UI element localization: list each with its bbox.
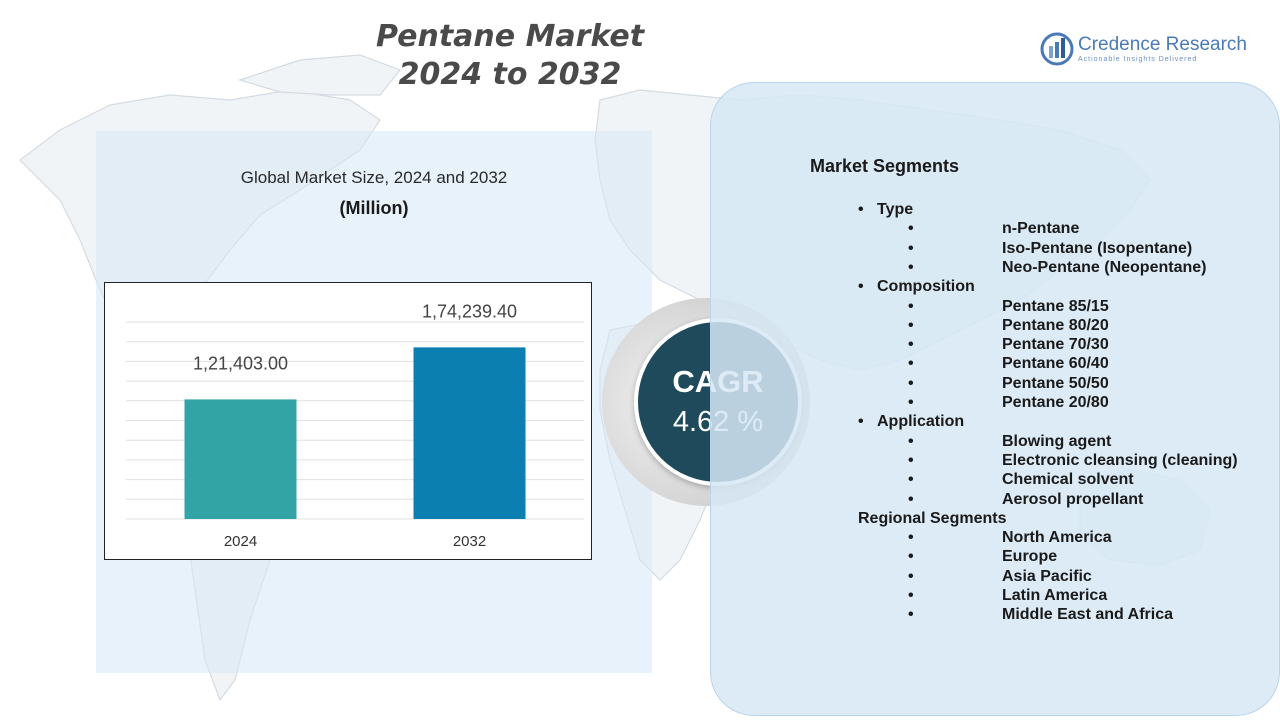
region-item-label: Middle East and Africa: [1002, 606, 1173, 623]
bullet-icon: •: [908, 606, 914, 623]
segment-item: • Pentane 20/80: [908, 393, 1109, 412]
segment-item: • Aerosol propellant: [908, 490, 1143, 509]
segment-item-label: Chemical solvent: [1002, 471, 1134, 488]
region-item-label: Latin America: [1002, 587, 1108, 604]
segment-item-label: Aerosol propellant: [1002, 491, 1144, 508]
segment-item-label: Pentane 70/30: [1002, 336, 1109, 353]
x-tick-label-2024: 2024: [224, 533, 257, 550]
segment-item: • Electronic cleansing (cleaning): [908, 451, 1238, 470]
regional-segments-heading-label: Regional Segments: [858, 510, 1007, 527]
bar-2024: [184, 399, 297, 519]
region-item: • Latin America: [908, 586, 1107, 605]
regional-segments-heading: Regional Segments: [858, 509, 1006, 528]
segment-item: • Pentane 50/50: [908, 374, 1109, 393]
bar-chart: 1,21,403.00 1,74,239.40 2024 2032: [104, 282, 592, 560]
x-tick-label-2032: 2032: [453, 533, 486, 550]
segment-item-label: Blowing agent: [1002, 433, 1112, 450]
segment-item-label: Pentane 60/40: [1002, 355, 1109, 372]
segment-item: • Pentane 80/20: [908, 316, 1109, 335]
brand-tagline: Actionable Insights Delivered: [1078, 56, 1198, 63]
data-label-2024: 1,21,403.00: [193, 353, 288, 373]
bullet-icon: •: [908, 355, 914, 372]
region-item: • Middle East and Africa: [908, 605, 1173, 624]
segment-category-label: Composition: [877, 278, 975, 295]
segment-category: • Application: [858, 412, 964, 431]
segment-item-label: Neo-Pentane (Neopentane): [1002, 259, 1207, 276]
segment-item: • Chemical solvent: [908, 470, 1134, 489]
title-line-1: Pentane Market: [375, 19, 645, 54]
segment-category: • Composition: [858, 277, 975, 296]
segment-item-label: Electronic cleansing (cleaning): [1002, 452, 1238, 469]
bullet-icon: •: [858, 278, 864, 295]
page-title: Pentane Market 2024 to 2032: [330, 18, 690, 94]
segments-heading: Market Segments: [810, 156, 960, 176]
segment-item: • Pentane 85/15: [908, 297, 1109, 316]
bullet-icon: •: [908, 471, 914, 488]
segment-item: • Pentane 60/40: [908, 354, 1109, 373]
segment-item-label: Iso-Pentane (Isopentane): [1002, 240, 1193, 257]
bullet-icon: •: [908, 568, 914, 585]
bullet-icon: •: [908, 220, 914, 237]
segment-item-label: Pentane 50/50: [1002, 375, 1109, 392]
region-item: • Europe: [908, 547, 1057, 566]
bullet-icon: •: [858, 201, 864, 218]
bullet-icon: •: [908, 298, 914, 315]
bullet-icon: •: [908, 317, 914, 334]
bullet-icon: •: [908, 433, 914, 450]
segments-panel: [710, 82, 1280, 716]
region-item: • Asia Pacific: [908, 567, 1092, 586]
chart-unit-label: (Million): [339, 198, 409, 218]
bullet-icon: •: [908, 587, 914, 604]
region-item-label: North America: [1002, 529, 1112, 546]
segment-item-label: Pentane 85/15: [1002, 298, 1109, 315]
segment-category-label: Application: [877, 413, 965, 430]
brand-name: Credence Research: [1078, 34, 1247, 55]
bullet-icon: •: [908, 548, 914, 565]
segment-category-label: Type: [877, 201, 914, 218]
segment-item: • n-Pentane: [908, 219, 1079, 238]
region-item-label: Asia Pacific: [1002, 568, 1092, 585]
bullet-icon: •: [908, 491, 914, 508]
segment-item: • Pentane 70/30: [908, 335, 1109, 354]
segment-item: • Iso-Pentane (Isopentane): [908, 239, 1192, 258]
bullet-icon: •: [908, 375, 914, 392]
credence-logo-icon: [1040, 32, 1074, 66]
bullet-icon: •: [908, 336, 914, 353]
chart-title: Global Market Size, 2024 and 2032: [240, 168, 508, 187]
region-item-label: Europe: [1002, 548, 1058, 565]
segment-item-label: n-Pentane: [1002, 220, 1080, 237]
title-line-2: 2024 to 2032: [398, 57, 622, 92]
segment-category: • Type: [858, 200, 913, 219]
bullet-icon: •: [908, 452, 914, 469]
bullet-icon: •: [908, 240, 914, 257]
segment-item: • Blowing agent: [908, 432, 1111, 451]
bullet-icon: •: [908, 529, 914, 546]
data-label-2032: 1,74,239.40: [422, 301, 517, 321]
brand-logo-block: Credence Research Actionable Insights De…: [1040, 32, 1270, 68]
bullet-icon: •: [908, 259, 914, 276]
segment-item-label: Pentane 20/80: [1002, 394, 1109, 411]
segment-item: • Neo-Pentane (Neopentane): [908, 258, 1206, 277]
bullet-icon: •: [858, 413, 864, 430]
bar-2032: [413, 347, 526, 519]
segment-item-label: Pentane 80/20: [1002, 317, 1109, 334]
bullet-icon: •: [908, 394, 914, 411]
region-item: • North America: [908, 528, 1112, 547]
